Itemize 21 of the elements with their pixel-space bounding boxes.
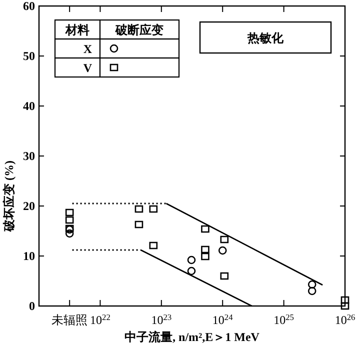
legend-label: X (83, 42, 92, 56)
x-tick-label: 10$^{26}$ (334, 312, 356, 327)
y-tick-label: 40 (23, 99, 35, 113)
legend-label: V (83, 61, 92, 75)
x-axis-title: 中子流量, n/m²,E＞1 MeV (124, 330, 260, 344)
y-tick-label: 0 (29, 299, 35, 313)
x-tick-label: 10$^{23}$ (151, 312, 172, 327)
y-tick-label: 30 (23, 149, 35, 163)
annotation: 破断应变 (114, 23, 164, 37)
legend-title: 材料 (64, 23, 90, 37)
y-axis-title: 破坏应变 (%) (2, 160, 16, 232)
y-tick-label: 10 (23, 249, 35, 263)
annotation: 热敏化 (246, 31, 284, 45)
x-tick-label: 未辐照 (52, 313, 88, 327)
x-tick-label: 10$^{24}$ (212, 312, 234, 327)
y-tick-label: 50 (23, 49, 35, 63)
x-tick-label: 10$^{22}$ (90, 312, 110, 327)
y-tick-label: 60 (23, 0, 35, 13)
y-tick-label: 20 (23, 199, 35, 213)
text-box: 热敏化 (199, 21, 332, 54)
x-tick-label: 10$^{25}$ (274, 312, 294, 327)
